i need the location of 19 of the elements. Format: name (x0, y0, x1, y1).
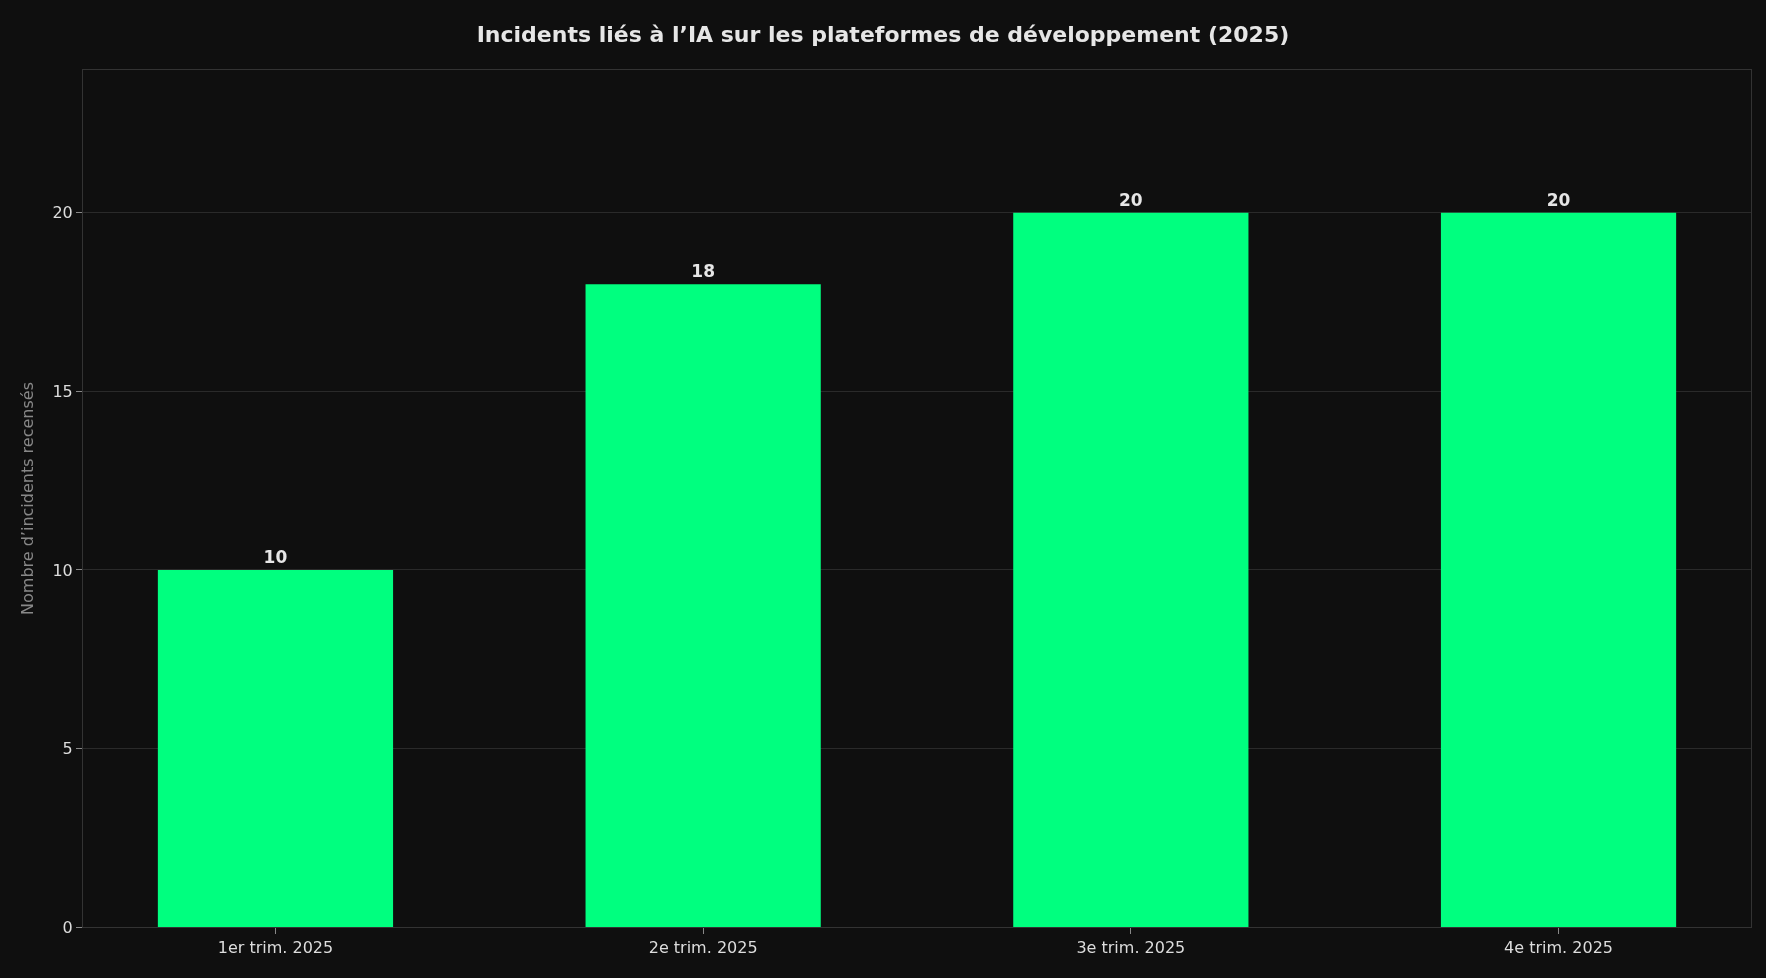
data-label: 10 (263, 546, 288, 567)
y-tick-label: 0 (62, 917, 73, 937)
y-tick-label: 15 (52, 381, 73, 401)
data-label: 18 (691, 261, 715, 282)
y-tick-label: 20 (52, 203, 73, 223)
bar (1013, 212, 1249, 927)
x-tick-label: 4e trim. 2025 (1504, 938, 1613, 958)
data-label: 20 (1118, 189, 1143, 210)
x-tick-label: 3e trim. 2025 (1076, 938, 1186, 958)
y-axis-title: Nombre d’incidents recensés (18, 382, 38, 615)
x-tick-label: 1er trim. 2025 (217, 938, 334, 958)
x-tick-label: 2e trim. 2025 (648, 938, 758, 958)
bar (157, 569, 394, 927)
y-tick-label: 5 (62, 739, 73, 759)
bar (1440, 212, 1677, 927)
bar (585, 284, 821, 927)
data-label: 20 (1546, 189, 1571, 210)
y-tick-label: 10 (52, 560, 73, 580)
chart-title: Incidents liés à l’IA sur les plateformes de développement (2025) (476, 21, 1290, 47)
